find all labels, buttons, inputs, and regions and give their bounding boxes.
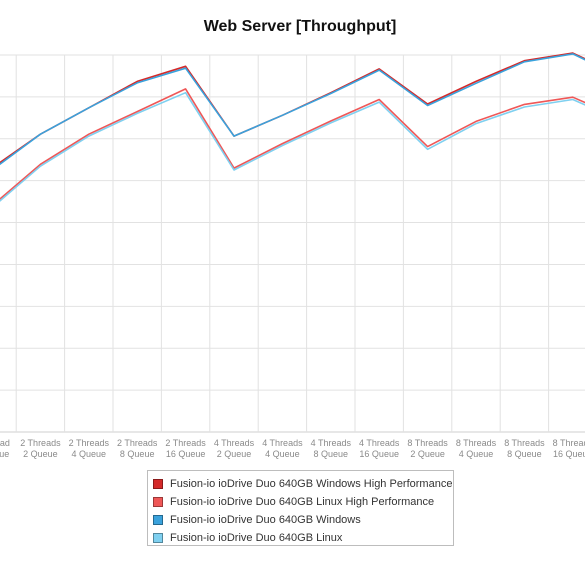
x-tick-label: 2 Threads 2 Queue [20,438,61,459]
legend-item: Fusion-io ioDrive Duo 640GB Linux [153,529,453,547]
legend-item: Fusion-io ioDrive Duo 640GB Windows High… [153,475,453,493]
x-tick-label: 8 Threads 4 Queue [456,438,497,459]
series-line-4 [0,91,585,202]
legend-label: Fusion-io ioDrive Duo 640GB Windows [170,514,361,526]
series-line-3 [0,53,585,166]
legend-swatch [153,533,163,543]
series-lines [0,52,585,202]
legend-label: Fusion-io ioDrive Duo 640GB Linux High P… [170,496,435,508]
x-tick-label: 4 Threads 4 Queue [262,438,303,459]
x-tick-label: 4 Threads 16 Queue [359,438,400,459]
chart-title: Web Server [Throughput] [203,18,397,35]
x-tick-label: 2 Threads 16 Queue [165,438,206,459]
x-tick-label: 8 Threads 8 Queue [504,438,545,459]
legend-label: Fusion-io ioDrive Duo 640GB Windows High… [170,478,453,490]
x-tick-label: 4 Threads 2 Queue [214,438,255,459]
legend: Fusion-io ioDrive Duo 640GB Windows High… [147,470,454,546]
legend-swatch [153,479,163,489]
x-tick-label: 4 Threads 8 Queue [311,438,352,459]
grid [0,54,585,433]
legend-item: Fusion-io ioDrive Duo 640GB Windows [153,511,453,529]
legend-label: Fusion-io ioDrive Duo 640GB Linux [170,532,343,544]
series-line-2 [0,88,585,200]
legend-swatch [153,515,163,525]
x-tick-label: 1 Thread8 Queue [0,438,10,459]
x-tick-label: 2 Threads 4 Queue [69,438,110,459]
legend-swatch [153,497,163,507]
x-tick-label: 8 Threads 2 Queue [407,438,448,459]
x-tick-label: 2 Threads 8 Queue [117,438,158,459]
legend-item: Fusion-io ioDrive Duo 640GB Linux High P… [153,493,453,511]
